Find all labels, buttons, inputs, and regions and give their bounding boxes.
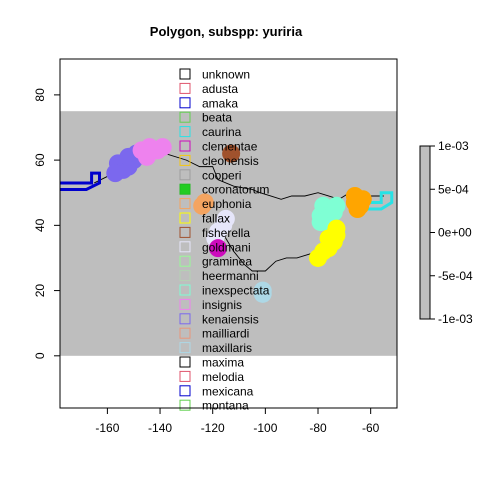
- x-tick-label: -140: [148, 421, 172, 435]
- legend-swatch-fallax: [179, 212, 191, 224]
- legend-swatch-kenaiensis: [179, 313, 191, 325]
- legend-swatch-euphonia: [179, 198, 191, 210]
- legend-swatch-mailliardi: [179, 327, 191, 339]
- legend-label-maxillaris: maxillaris: [202, 341, 252, 355]
- legend-swatch-goldmani: [179, 241, 191, 253]
- legend-swatch-maxillaris: [179, 342, 191, 354]
- legend-label-inexspectata: inexspectata: [202, 284, 270, 298]
- legend-swatch-coronatorum: [179, 183, 191, 195]
- legend-label-clementae: clementae: [202, 140, 258, 154]
- colorbar-tick-label: 5e-04: [438, 182, 469, 196]
- x-tick-label: -100: [253, 421, 277, 435]
- point-insignis: [153, 138, 172, 157]
- legend-swatch-inexspectata: [179, 284, 191, 296]
- point-inexspectata: [327, 196, 346, 215]
- point-fallax: [309, 248, 328, 267]
- x-tick-label: -60: [362, 421, 380, 435]
- legend-label-graminea: graminea: [202, 255, 252, 269]
- legend-label-insignis: insignis: [202, 298, 242, 312]
- legend-swatch-unknown: [179, 68, 191, 80]
- legend-swatch-amaka: [179, 97, 191, 109]
- legend-label-unknown: unknown: [202, 68, 250, 82]
- legend-label-heermanni: heermanni: [202, 269, 259, 283]
- colorbar-tick-label: 1e-03: [438, 139, 469, 153]
- legend-label-mexicana: mexicana: [202, 384, 254, 398]
- chart-title: Polygon, subspp: yuriria: [150, 24, 303, 39]
- legend-label-fallax: fallax: [202, 212, 230, 226]
- legend-swatch-clementae: [179, 140, 191, 152]
- point-fallax: [327, 219, 346, 238]
- legend-swatch-adusta: [179, 82, 191, 94]
- legend-swatch-mexicana: [179, 385, 191, 397]
- x-tick-label: -80: [309, 421, 327, 435]
- x-tick-label: -120: [201, 421, 225, 435]
- legend-swatch-graminea: [179, 255, 191, 267]
- legend-swatch-cooperi: [179, 169, 191, 181]
- colorbar-tick-label: -5e-04: [438, 269, 473, 283]
- colorbar: [419, 145, 431, 320]
- legend-label-adusta: adusta: [202, 82, 238, 96]
- legend-swatch-maxima: [179, 356, 191, 368]
- point-euphonia: [193, 196, 212, 215]
- legend-label-caurina: caurina: [202, 125, 242, 139]
- legend-swatch-montana: [179, 399, 191, 411]
- legend-swatch-beata: [179, 111, 191, 123]
- point-maxillaris: [253, 281, 272, 300]
- amaka-polygon: [60, 171, 101, 191]
- legend-label-euphonia: euphonia: [202, 197, 252, 211]
- legend-label-montana: montana: [202, 399, 249, 413]
- legend-swatch-insignis: [179, 298, 191, 310]
- legend-swatch-fisherella: [179, 226, 191, 238]
- legend-label-coronatorum: coronatorum: [202, 183, 269, 197]
- y-tick-label: 80: [33, 88, 47, 102]
- legend-swatch-heermanni: [179, 270, 191, 282]
- point-kenaiensis: [106, 164, 125, 183]
- legend-label-maxima: maxima: [202, 356, 244, 370]
- point-insignis: [137, 147, 156, 166]
- legend-label-melodia: melodia: [202, 370, 244, 384]
- legend-swatch-caurina: [179, 126, 191, 138]
- y-tick-label: 20: [33, 284, 47, 298]
- point-goldmani: [216, 209, 235, 228]
- point-fisherella: [222, 144, 241, 163]
- colorbar-tick-label: 0e+00: [438, 226, 472, 240]
- legend-label-beata: beata: [202, 111, 232, 125]
- legend-label-cooperi: cooperi: [202, 168, 241, 182]
- point-unknown-orange: [348, 200, 367, 219]
- legend-label-cleonensis: cleonensis: [202, 154, 259, 168]
- legend-swatch-cleonensis: [179, 154, 191, 166]
- y-tick-label: 40: [33, 218, 47, 232]
- point-clementae: [208, 239, 227, 258]
- y-tick-label: 60: [33, 153, 47, 167]
- legend-swatch-melodia: [179, 370, 191, 382]
- range-outline-south: [217, 225, 319, 272]
- legend-label-amaka: amaka: [202, 96, 238, 110]
- legend-label-mailliardi: mailliardi: [202, 327, 249, 341]
- x-tick-label: -160: [95, 421, 119, 435]
- y-tick-label: 0: [33, 352, 47, 359]
- legend-label-kenaiensis: kenaiensis: [202, 312, 259, 326]
- legend-label-fisherella: fisherella: [202, 226, 250, 240]
- legend-label-goldmani: goldmani: [202, 240, 251, 254]
- colorbar-tick-label: -1e-03: [438, 312, 473, 326]
